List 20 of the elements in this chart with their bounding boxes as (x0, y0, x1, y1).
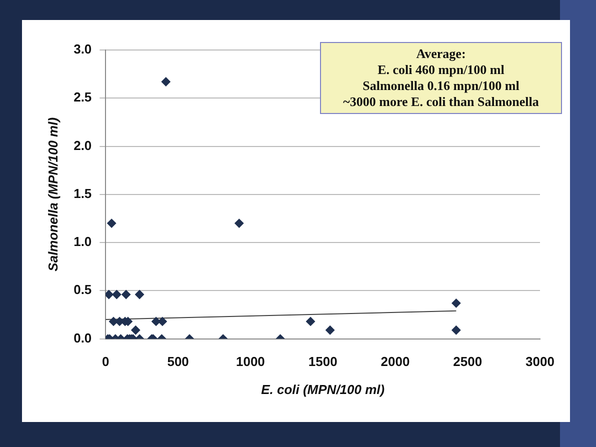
x-tick-label: 3000 (526, 354, 554, 370)
annotation: Salmonella 0.16 mpn/100 ml (362, 78, 520, 94)
x-tick-label: 2000 (380, 354, 410, 370)
x-tick-label: 0 (102, 354, 110, 370)
x-tick-label: 500 (167, 354, 189, 370)
y-tick-label: 3.0 (74, 42, 92, 57)
x-tick-label: 1500 (308, 354, 338, 370)
y-tick-label: 1.5 (74, 186, 92, 201)
x-tick-label: 1000 (236, 354, 265, 370)
x-axis-title: E. coli (MPN/100 ml) (261, 382, 385, 397)
y-tick-label: 1.0 (74, 234, 92, 250)
y-tick-label: 2.5 (74, 90, 92, 105)
y-tick-label: 0.5 (74, 282, 92, 298)
y-axis-title: Salmonella (MPN/100 ml) (45, 117, 60, 272)
x-tick-label: 2500 (453, 354, 482, 370)
y-tick-label: 2.0 (74, 138, 92, 153)
annotation: E. coli 460 mpn/100 ml (376, 62, 506, 78)
annotation: Average: (415, 46, 467, 62)
annotation: ~3000 more E. coli than Salmonella (342, 94, 540, 110)
y-tick-label: 0.0 (74, 330, 92, 346)
